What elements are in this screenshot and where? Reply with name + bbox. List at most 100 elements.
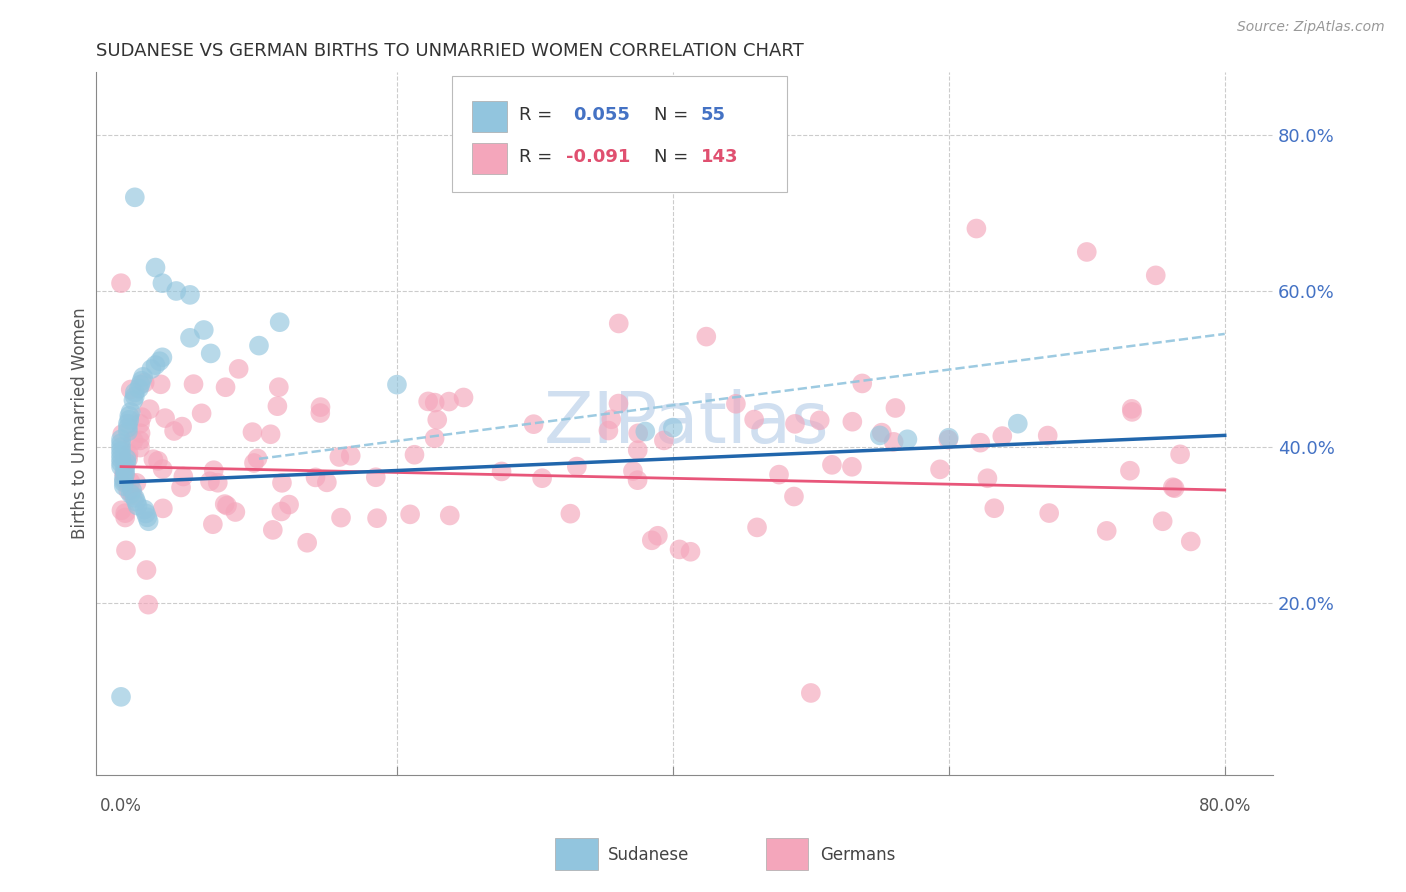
Point [1144,268,1167,283]
Text: N =: N = [654,105,695,124]
Point [152,351,174,365]
Point [309,400,332,414]
Point [1152,514,1174,528]
Point [190,406,212,420]
Point [152,462,174,476]
Point [117,425,139,439]
Point [1007,417,1029,431]
Point [627,426,650,441]
Point [114,510,136,524]
Point [242,425,264,439]
Point [214,497,236,511]
Point [120,475,142,489]
Point [112,466,135,480]
Point [120,405,142,419]
Point [114,459,136,474]
Point [491,465,513,479]
Point [110,451,132,466]
Point [259,427,281,442]
FancyBboxPatch shape [471,143,508,174]
Point [170,480,193,494]
Point [118,409,141,423]
Point [110,690,132,704]
Point [695,329,717,343]
Text: 80.0%: 80.0% [1198,797,1251,814]
Y-axis label: Births to Unmarried Women: Births to Unmarried Women [72,308,89,540]
Point [426,413,449,427]
Point [117,420,139,434]
Point [114,474,136,488]
Point [120,487,142,501]
Point [745,520,768,534]
Point [114,463,136,477]
Point [976,471,998,485]
Point [115,456,138,470]
Point [1163,481,1185,495]
Point [179,288,201,302]
Point [114,467,136,482]
Point [163,424,186,438]
Point [808,413,831,427]
Text: Germans: Germans [820,846,896,863]
Point [134,376,156,390]
Point [600,412,623,426]
Point [142,452,165,467]
FancyBboxPatch shape [451,76,787,192]
Point [121,483,143,497]
Point [129,377,152,392]
Point [118,413,141,427]
Point [117,451,139,466]
Text: Sudanese: Sudanese [607,846,689,863]
Point [127,499,149,513]
Point [309,406,332,420]
Point [214,380,236,394]
Point [200,346,222,360]
Point [724,397,747,411]
Point [598,424,620,438]
Point [122,393,145,408]
Text: 0.0%: 0.0% [100,797,142,814]
Point [110,432,132,446]
Point [135,563,157,577]
Point [152,501,174,516]
Text: N =: N = [654,148,695,166]
Point [122,434,145,448]
Point [869,428,891,442]
Text: 0.055: 0.055 [572,105,630,124]
Point [172,469,194,483]
Point [965,221,987,235]
Point [621,464,644,478]
Point [131,374,153,388]
Point [983,501,1005,516]
Point [627,443,650,458]
Point [129,434,152,448]
Point [135,507,157,521]
Point [183,377,205,392]
Point [821,458,844,472]
Point [246,451,269,466]
Point [936,433,959,447]
Point [385,377,408,392]
Point [768,467,790,482]
Point [266,399,288,413]
Point [121,488,143,502]
Point [1095,524,1118,538]
Point [1168,447,1191,461]
Point [125,475,148,490]
Point [201,517,224,532]
Point [110,456,132,470]
Point [641,533,664,548]
Point [439,508,461,523]
Text: 55: 55 [702,105,725,124]
Point [125,494,148,508]
Point [110,459,132,474]
Point [110,503,132,517]
Point [172,419,194,434]
Point [404,448,426,462]
Point [138,402,160,417]
Point [938,431,960,445]
Point [969,435,991,450]
Point [111,427,134,442]
Point [884,401,907,415]
Point [841,415,863,429]
